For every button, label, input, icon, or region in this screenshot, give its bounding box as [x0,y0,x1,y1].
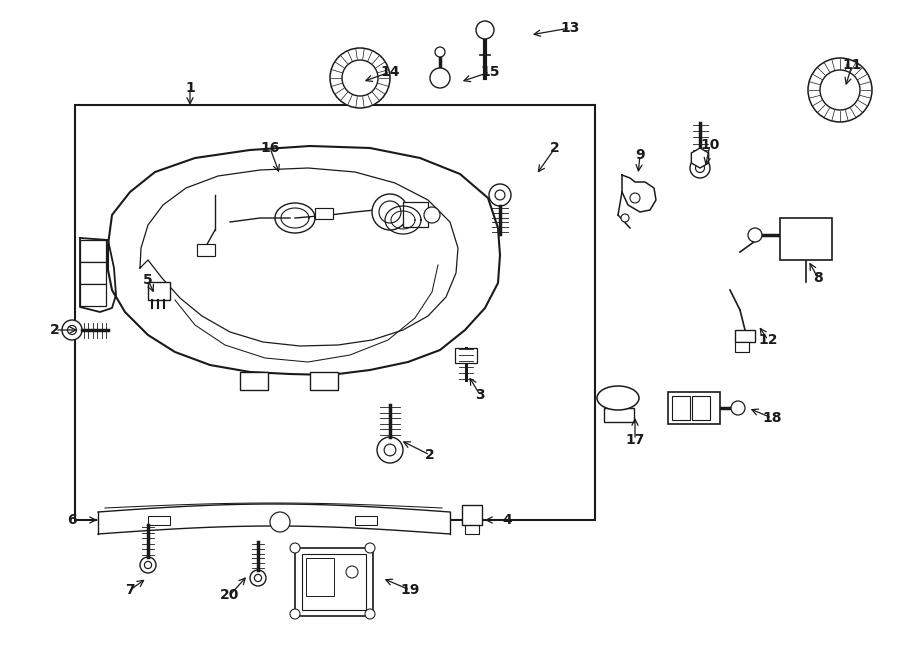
Bar [302,554,366,610]
Text: 7: 7 [125,583,135,597]
Text: 2: 2 [50,323,60,337]
Polygon shape [140,168,458,346]
Bar [315,208,333,219]
Bar [735,342,749,352]
Bar [735,330,755,342]
Text: 9: 9 [635,148,644,162]
Circle shape [476,21,494,39]
Circle shape [140,557,156,573]
Circle shape [144,561,151,568]
Bar [240,372,268,390]
Text: 18: 18 [762,411,782,425]
Circle shape [342,60,378,96]
Circle shape [270,512,290,532]
Bar [692,396,710,420]
Circle shape [630,193,640,203]
Circle shape [62,320,82,340]
Circle shape [820,70,860,110]
Circle shape [377,437,403,463]
Bar [604,408,634,422]
Text: 11: 11 [842,58,862,72]
Circle shape [290,543,300,553]
Text: 14: 14 [380,65,400,79]
Bar [148,516,170,525]
Circle shape [435,47,445,57]
Bar [197,244,215,256]
Circle shape [346,566,358,578]
Bar [780,218,832,260]
Circle shape [621,214,629,222]
Text: 8: 8 [813,271,823,285]
Text: 13: 13 [561,21,580,35]
Circle shape [255,574,262,582]
Circle shape [290,609,300,619]
Text: 2: 2 [550,141,560,155]
Circle shape [372,194,408,230]
Bar [80,284,106,306]
Bar [310,372,338,390]
Bar [80,262,106,284]
Circle shape [430,68,450,88]
Polygon shape [108,146,500,375]
Circle shape [696,163,705,173]
Circle shape [495,190,505,200]
Circle shape [384,444,396,456]
Bar [75,105,595,520]
Circle shape [424,207,440,223]
Bar [295,548,373,616]
Text: 1: 1 [185,81,195,95]
Text: 15: 15 [481,65,500,79]
Bar [462,505,482,525]
Circle shape [330,48,390,108]
Circle shape [365,543,375,553]
Text: 5: 5 [143,273,153,287]
Bar [668,392,720,424]
Circle shape [808,58,872,122]
Bar [672,396,690,420]
Bar [306,558,334,596]
Bar [80,240,106,262]
Text: 3: 3 [475,388,485,402]
Bar [148,282,170,300]
Bar [355,516,377,525]
Circle shape [365,609,375,619]
Text: 19: 19 [400,583,419,597]
Polygon shape [98,504,450,534]
Text: 6: 6 [68,513,76,527]
Circle shape [731,401,745,415]
Circle shape [250,570,266,586]
Circle shape [68,325,76,334]
Bar [455,348,477,363]
Polygon shape [622,175,656,212]
Text: 4: 4 [502,513,512,527]
Text: 20: 20 [220,588,239,602]
Circle shape [489,184,511,206]
Text: 2: 2 [425,448,435,462]
Circle shape [379,201,401,223]
Circle shape [690,158,710,178]
Text: 17: 17 [626,433,644,447]
Ellipse shape [597,386,639,410]
Text: 16: 16 [260,141,280,155]
Text: 12: 12 [758,333,778,347]
Bar [465,522,479,534]
Text: 10: 10 [700,138,720,152]
Circle shape [748,228,762,242]
Bar [403,202,428,227]
